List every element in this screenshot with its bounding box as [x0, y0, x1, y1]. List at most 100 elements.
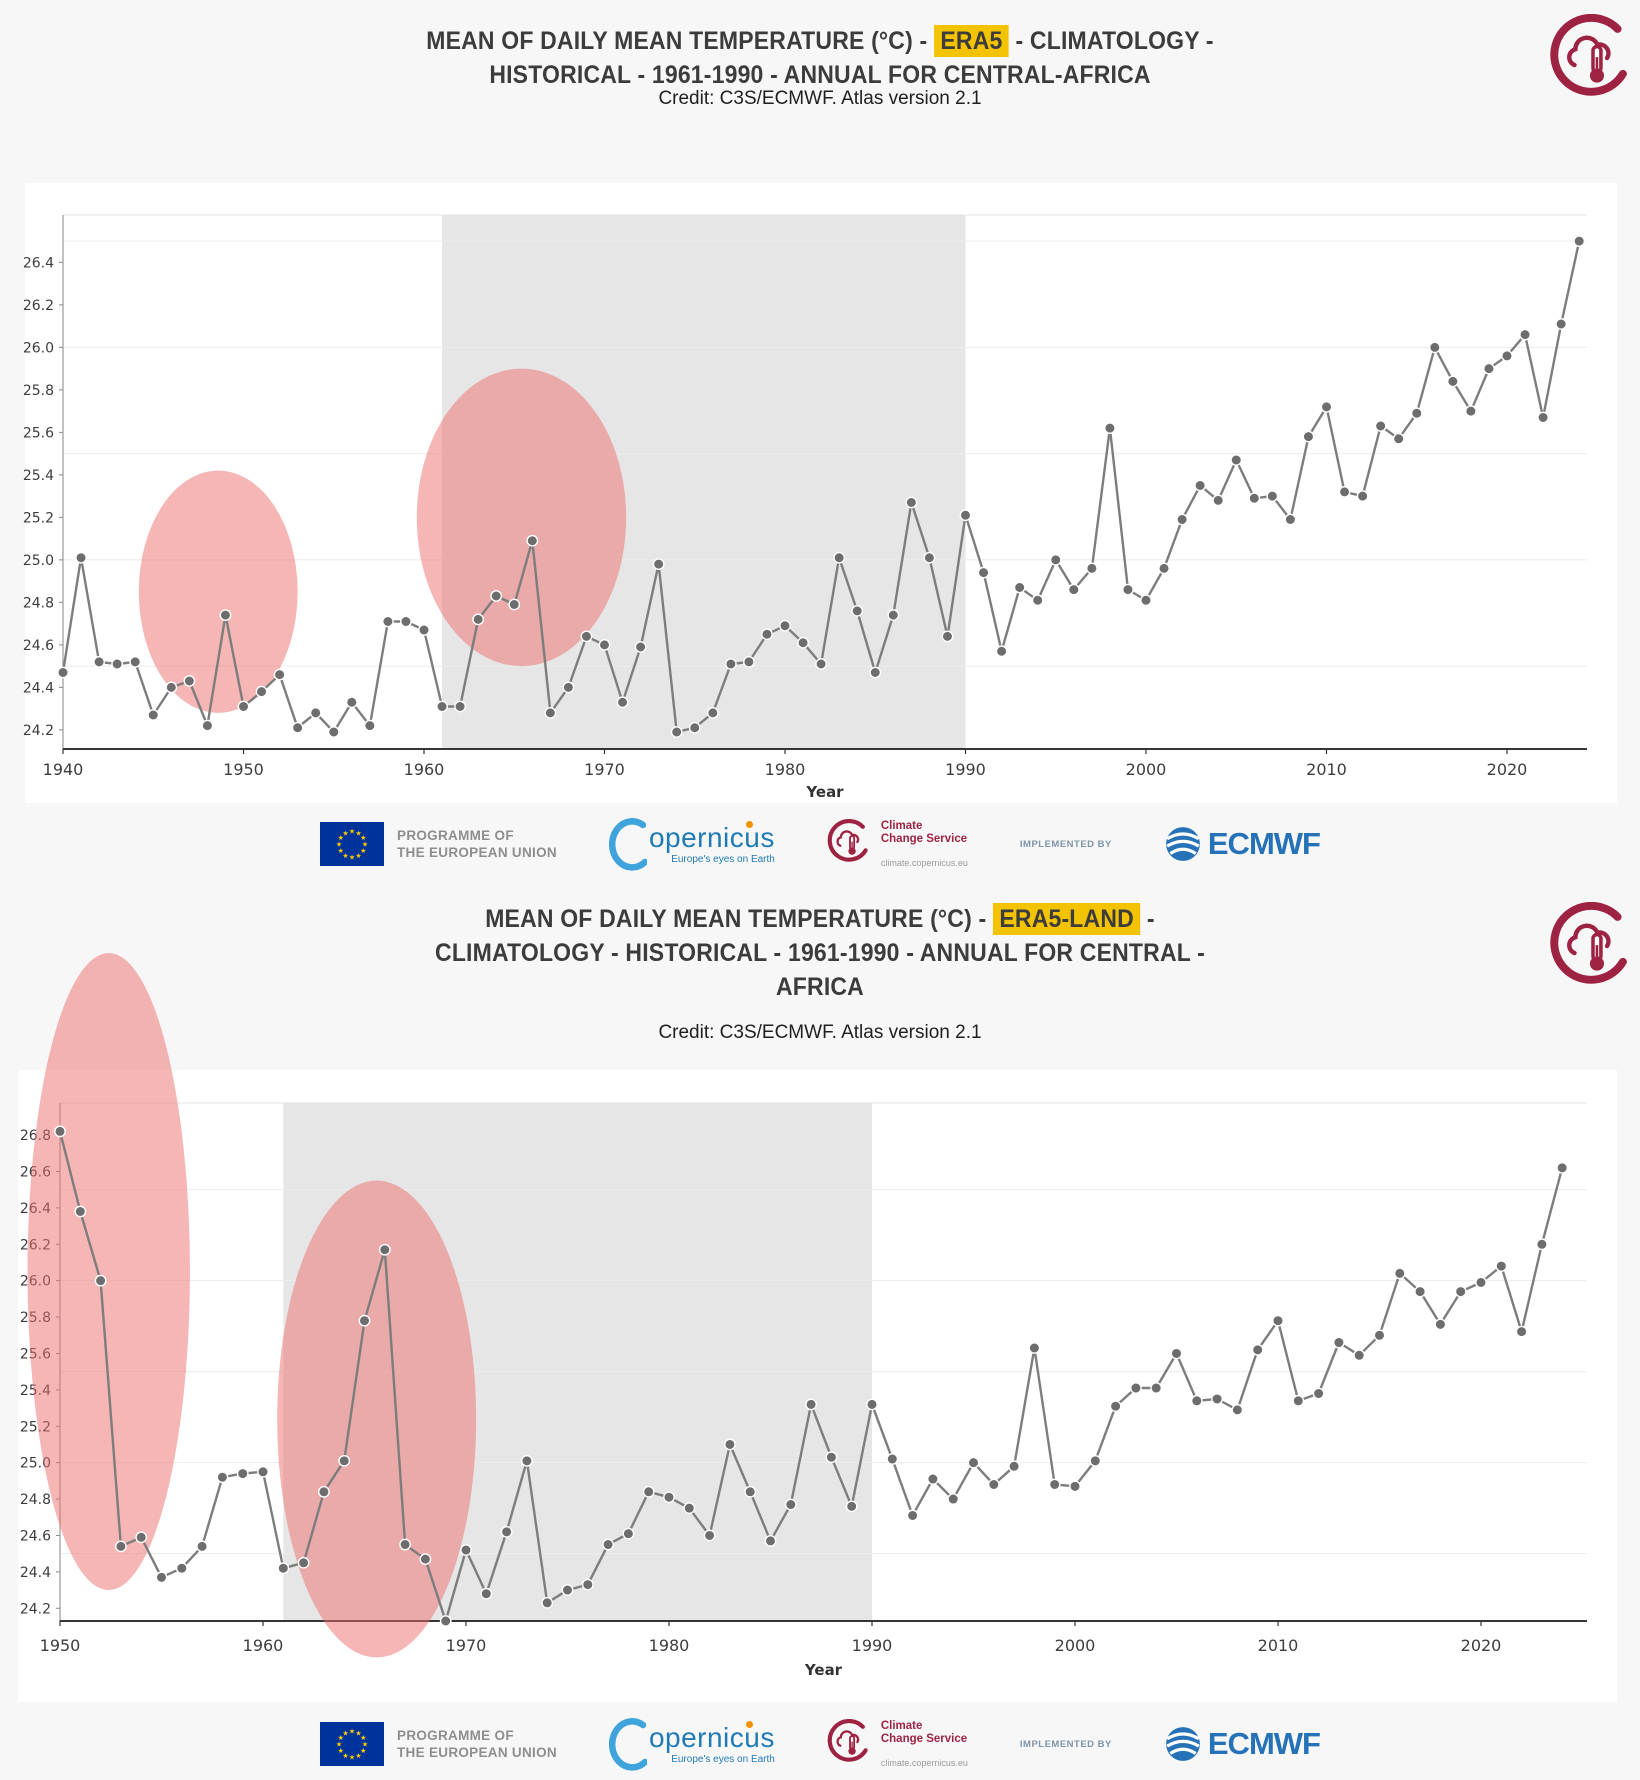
- y-tick-label: 24.4: [23, 680, 54, 696]
- copernicus-satellite-dot-icon: [745, 820, 753, 828]
- ccs-name-line1: Climate: [880, 820, 923, 832]
- eu-label-line1: PROGRAMME OF: [397, 828, 514, 843]
- data-point-1999: [1048, 1478, 1061, 1491]
- data-point-1972: [500, 1525, 513, 1538]
- eu-flag-icon: ★ ★★★★★★★★★★★: [320, 822, 385, 866]
- ccs-name-line2: Change Service: [880, 1733, 968, 1745]
- data-point-1951: [74, 1205, 87, 1218]
- eu-star-icon: ★: [349, 854, 355, 862]
- eu-star-icon: ★: [349, 828, 355, 836]
- figure2-title: MEAN OF DAILY MEAN TEMPERATURE (°C) - ER…: [0, 902, 1640, 1004]
- x-tick-label: 1950: [223, 760, 264, 779]
- x-tick-label: 1970: [446, 1636, 487, 1655]
- data-point-2020: [1475, 1276, 1487, 1289]
- data-point-2016: [1428, 341, 1441, 354]
- data-point-1967: [544, 706, 557, 719]
- data-point-1952: [273, 668, 286, 681]
- data-point-2024: [1573, 235, 1586, 248]
- eu-star-icon: ★: [342, 1752, 348, 1760]
- data-point-1962: [297, 1556, 310, 1569]
- data-point-1977: [602, 1538, 614, 1551]
- data-point-1954: [135, 1531, 148, 1544]
- y-tick-label: 24.6: [23, 638, 54, 654]
- data-point-1955: [155, 1571, 168, 1584]
- data-point-2020: [1501, 349, 1513, 362]
- data-point-1975: [688, 721, 701, 734]
- data-point-2004: [1150, 1382, 1163, 1394]
- data-point-1989: [845, 1500, 858, 1513]
- data-point-2007: [1211, 1393, 1224, 1405]
- eu-programme-logo: ★ ★ ★ ★ ★ ★ ★ ★ ★ ★ ★ ★ PROGRAMME OF THE EUROPEAN U…: [320, 1722, 557, 1766]
- data-point-2019: [1483, 362, 1495, 375]
- copernicus-c-icon: [608, 1718, 647, 1771]
- data-point-1956: [175, 1562, 188, 1575]
- data-point-2002: [1176, 513, 1189, 526]
- copernicus-c-icon: [608, 818, 647, 871]
- data-point-2006: [1190, 1394, 1203, 1407]
- eu-star-icon: ★: [338, 847, 344, 855]
- title-text: - CLIMATOLOGY - HISTORICAL - 1961-1990 -…: [435, 905, 1205, 1001]
- data-point-1983: [724, 1438, 736, 1451]
- ecmwf-logo: ECMWF: [1164, 1725, 1321, 1763]
- data-point-1975: [561, 1584, 574, 1596]
- copernicus-logo: opernicus Europe's eyes on Earth: [608, 816, 775, 872]
- x-tick-label: 1980: [765, 760, 806, 779]
- x-tick-label: 1970: [584, 760, 625, 779]
- data-point-1982: [703, 1529, 716, 1542]
- data-point-1958: [216, 1471, 229, 1484]
- data-point-2015: [1410, 407, 1423, 420]
- eu-star-icon: ★: [349, 1728, 355, 1736]
- eu-label-line2: THE EUROPEAN UNION: [397, 1745, 557, 1760]
- eu-star-icon: ★: [355, 829, 361, 837]
- highlight-ellipse: [138, 470, 298, 713]
- data-point-1981: [797, 636, 809, 649]
- data-point-1963: [317, 1485, 330, 1498]
- data-point-2019: [1454, 1285, 1467, 1298]
- climate-change-service-logo: Climate Change Service climate.copernicu…: [827, 818, 968, 869]
- data-point-1995: [967, 1456, 980, 1469]
- data-point-2015: [1373, 1329, 1386, 1342]
- data-point-1958: [381, 615, 394, 628]
- copernicus-wordmark: opernicus: [648, 1721, 775, 1753]
- highlight-ellipse: [277, 1180, 477, 1658]
- data-point-2018: [1434, 1318, 1447, 1331]
- data-point-1979: [642, 1485, 655, 1498]
- data-point-1966: [378, 1243, 391, 1256]
- eu-programme-label: PROGRAMME OF THE EUROPEAN UNION: [397, 1727, 557, 1761]
- ccs-cloud-thermometer-icon: [827, 818, 873, 869]
- data-point-1964: [490, 590, 503, 602]
- data-point-1986: [887, 609, 900, 622]
- data-point-2013: [1333, 1336, 1345, 1349]
- data-point-2013: [1374, 420, 1387, 432]
- data-point-1941: [75, 551, 87, 564]
- x-tick-label: 1940: [43, 760, 84, 779]
- era5-line-chart: 24.2 24.4 24.6 24.8 25.0 25.2 25.4 25.6 25.8 26.0…: [23, 214, 1587, 801]
- y-tick-label: 24.4: [20, 1565, 51, 1581]
- data-point-2014: [1392, 432, 1405, 445]
- data-point-1962: [454, 700, 466, 713]
- data-point-1951: [255, 685, 268, 698]
- ccs-url: climate.copernicus.eu: [880, 858, 968, 868]
- c3s-atlas-logo-icon: [1549, 901, 1637, 994]
- data-point-2009: [1251, 1343, 1264, 1356]
- data-point-2023: [1536, 1238, 1548, 1251]
- data-point-1944: [129, 655, 142, 668]
- data-point-2018: [1465, 405, 1477, 418]
- y-tick-label: 26.0: [23, 340, 54, 356]
- data-point-2001: [1158, 562, 1170, 575]
- data-point-1961: [277, 1562, 290, 1575]
- data-point-2002: [1109, 1400, 1122, 1413]
- data-point-1956: [345, 696, 358, 709]
- data-point-1998: [1104, 422, 1116, 435]
- ecmwf-wordmark: ECMWF: [1207, 826, 1321, 861]
- eu-flag-icon: ★ ★★★★★★★★★★★: [320, 1722, 385, 1766]
- data-point-1990: [959, 509, 972, 522]
- logos-row: ★ ★ ★ ★ ★ ★ ★ ★ ★ ★ ★ ★ PROGRAMME OF THE EUROPEAN U…: [0, 806, 1640, 882]
- data-point-1993: [1013, 581, 1026, 594]
- data-point-2003: [1194, 479, 1207, 492]
- data-point-1991: [977, 566, 990, 579]
- data-point-1997: [1085, 562, 1098, 575]
- data-point-1987: [905, 496, 918, 509]
- data-point-2016: [1393, 1267, 1406, 1280]
- data-point-2022: [1537, 411, 1550, 424]
